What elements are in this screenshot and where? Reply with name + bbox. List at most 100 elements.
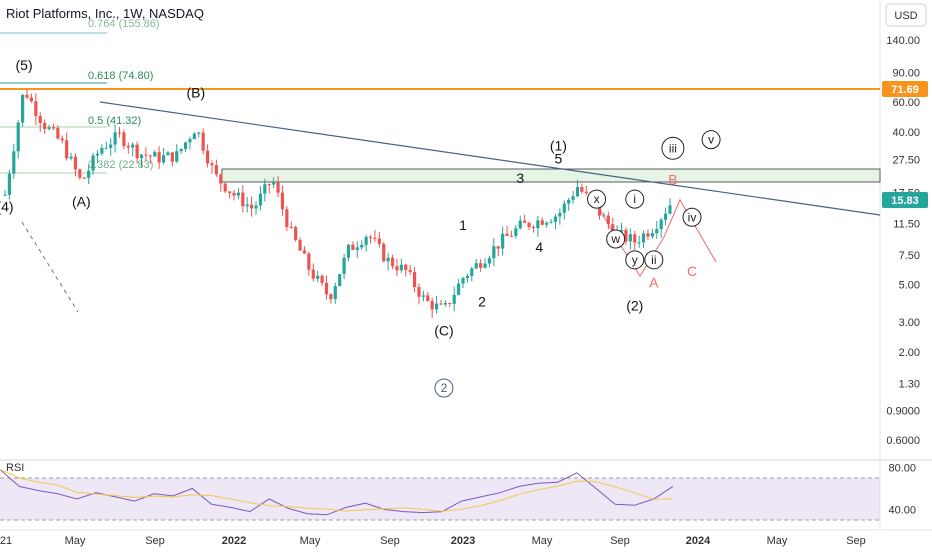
time-tick-label: Sep (145, 535, 165, 547)
candle-body (245, 204, 249, 207)
rsi-ma-line (0, 469, 673, 512)
candle-body (333, 286, 337, 300)
wave-label: (A) (72, 193, 91, 209)
candle-body (113, 132, 117, 145)
candle-body (135, 144, 139, 159)
fib-labels: 0.764 (155.86) 0.618 (74.80) 0.5 (41.32)… (88, 18, 160, 171)
candle-body (505, 233, 509, 236)
candle-body (144, 154, 148, 156)
circled-label-text: iii (669, 141, 677, 155)
wave-label: (4) (0, 199, 14, 215)
candle-body (452, 294, 456, 304)
candle-body (267, 184, 271, 186)
candle-body (205, 150, 210, 164)
candle-body (509, 235, 514, 237)
candle-body (558, 212, 562, 217)
circled-label-text: w (610, 232, 620, 246)
rsi-line (0, 469, 674, 516)
time-tick-label: Sep (380, 535, 400, 547)
candle-body (148, 155, 152, 157)
candle-body (139, 154, 144, 159)
fib-label-05: 0.5 (41.32) (88, 115, 141, 127)
candle-body (641, 233, 646, 243)
candle-body (263, 184, 267, 194)
circled-label-text: v (708, 133, 714, 147)
candle-body (69, 156, 73, 159)
candle-body (12, 151, 16, 174)
candle-body (628, 234, 632, 242)
chart-header: Riot Platforms, Inc., 1W, NASDAQ (6, 6, 204, 21)
candle-body (210, 163, 214, 166)
candle-body (567, 199, 571, 204)
candle-body (461, 278, 465, 284)
dashed-projection (21, 221, 79, 313)
candles (3, 89, 672, 319)
price-tick-label: 27.50 (892, 154, 920, 166)
price-axis[interactable]: USD 140.0090.0060.0040.0027.5017.5011.50… (879, 0, 927, 530)
candle-body (329, 294, 333, 300)
candle-body (65, 140, 69, 159)
circled-label-text: i (633, 192, 636, 206)
candle-body (289, 227, 293, 229)
candle-body (56, 127, 60, 139)
candle-body (377, 238, 381, 244)
candle-body (78, 169, 82, 178)
wave-label: 4 (535, 239, 543, 255)
candle-body (659, 219, 663, 230)
candle-body (188, 139, 192, 143)
time-tick-label: May (65, 535, 86, 547)
candle-body (514, 228, 518, 236)
candle-body (3, 194, 7, 196)
candle-body (439, 303, 443, 305)
candle-body (122, 132, 126, 146)
circled-label-text: iv (688, 210, 697, 224)
candle-body (87, 170, 91, 179)
candle-body (170, 152, 174, 162)
candle-body (157, 152, 161, 163)
currency-button[interactable] (885, 3, 927, 27)
candle-body (201, 132, 205, 151)
time-tick-label: May (300, 535, 321, 547)
candle-body (43, 122, 47, 129)
price-badges: 71.69 15.83 (882, 81, 928, 208)
candle-body (390, 257, 395, 267)
price-tick-label: 1.30 (899, 378, 920, 390)
candle-body (553, 216, 558, 222)
wave-label: 1 (459, 217, 467, 233)
candle-body (545, 222, 549, 225)
wave-label: (1) (550, 138, 567, 154)
candle-body (474, 263, 478, 269)
candle-body (311, 269, 315, 279)
candle-body (650, 233, 654, 237)
candle-body (16, 122, 20, 152)
candle-body (153, 152, 157, 157)
candle-body (346, 244, 351, 258)
candle-body (307, 253, 311, 270)
candle-body (580, 187, 584, 192)
candle-body (434, 303, 439, 310)
candle-body (483, 263, 487, 268)
orange-level-value: 71.69 (891, 84, 919, 96)
price-tick-label: 0.6000 (886, 435, 920, 447)
time-tick-label: 2022 (222, 535, 246, 547)
candle-body (584, 191, 588, 194)
candle-body (549, 221, 553, 223)
wave-label: (C) (434, 322, 453, 338)
candle-body (637, 242, 641, 244)
candle-body (126, 145, 130, 148)
price-tick-label: 60.00 (892, 97, 920, 109)
candle-body (316, 275, 320, 279)
candle-body (131, 144, 135, 148)
candle-body (501, 233, 505, 249)
red-labels: A B C (649, 172, 697, 291)
candle-body (646, 233, 650, 237)
candle-body (82, 177, 86, 179)
rsi-tick-label: 80.00 (888, 463, 916, 475)
candle-body (606, 215, 610, 225)
candle-body (338, 274, 342, 287)
candle-body (117, 132, 122, 134)
time-axis[interactable]: 21 May Sep 2022 May Sep 2023 May Sep 2024 May Sep (0, 529, 932, 547)
